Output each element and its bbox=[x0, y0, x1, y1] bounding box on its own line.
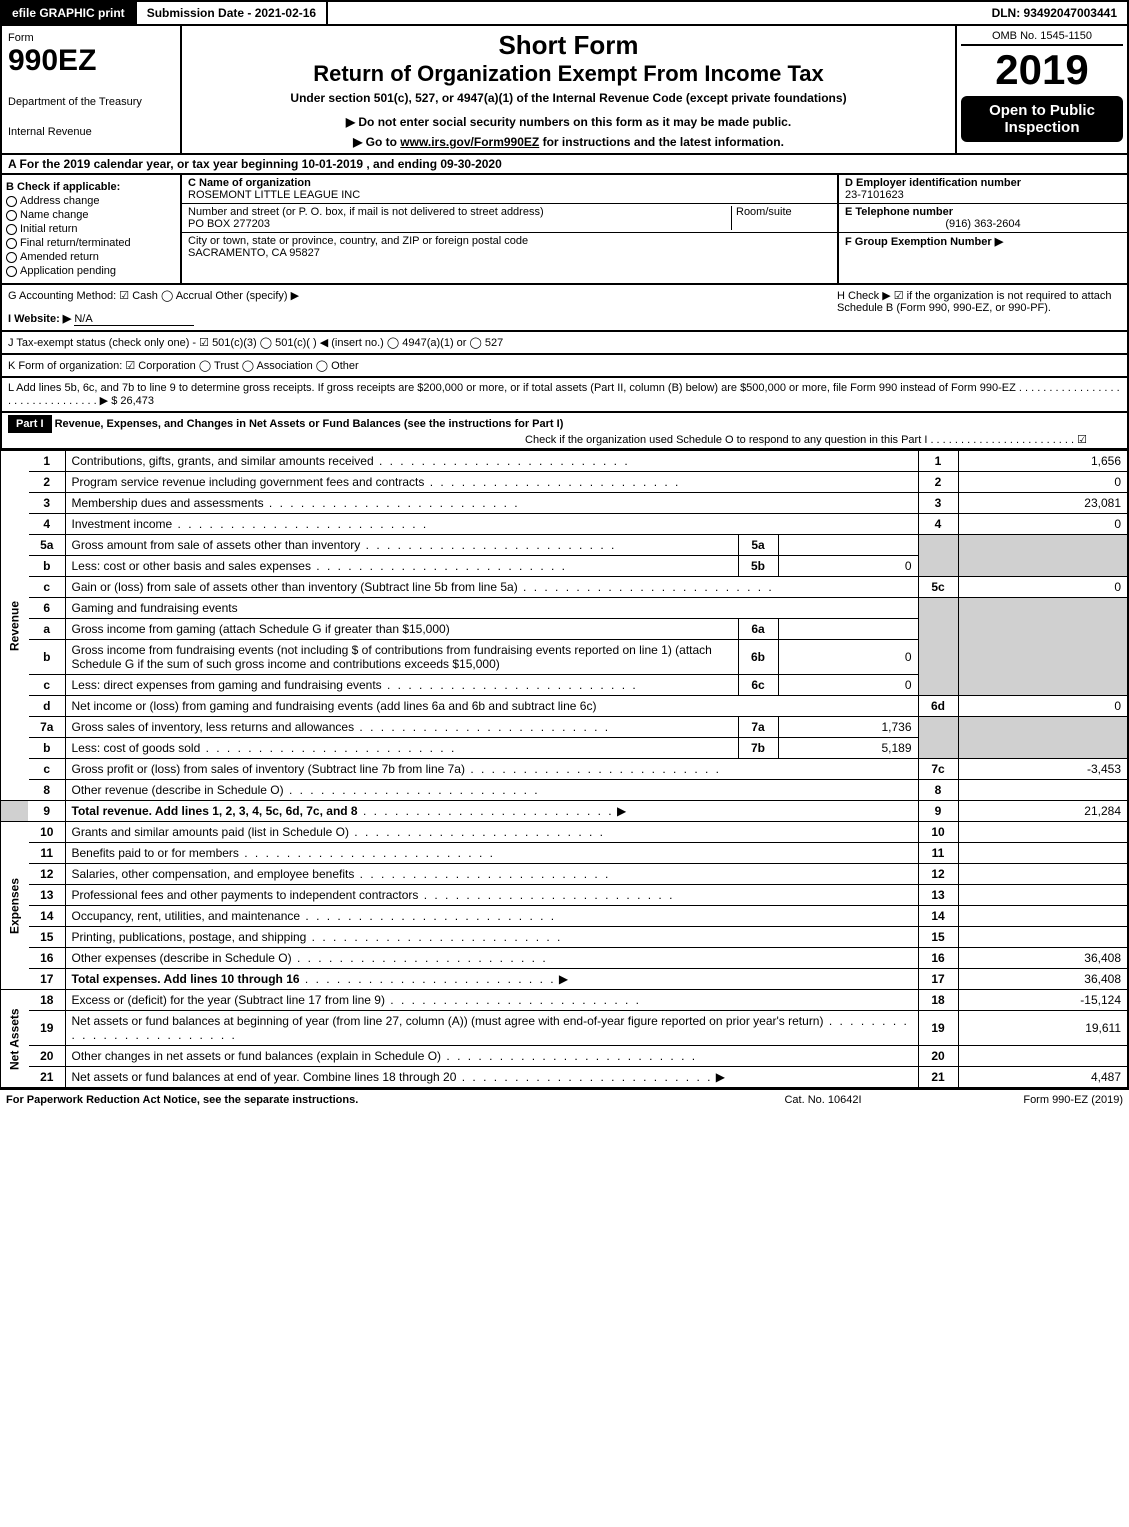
org-name: ROSEMONT LITTLE LEAGUE INC bbox=[188, 189, 360, 201]
group-exemption-label: F Group Exemption Number ▶ bbox=[845, 236, 1003, 248]
donot-ssn: ▶ Do not enter social security numbers o… bbox=[186, 115, 951, 129]
line-2: 2 Program service revenue including gove… bbox=[1, 472, 1128, 493]
header-left: Form 990EZ Department of the Treasury In… bbox=[2, 26, 182, 153]
line-14: 14Occupancy, rent, utilities, and mainte… bbox=[1, 906, 1128, 927]
top-bar: efile GRAPHIC print Submission Date - 20… bbox=[0, 0, 1129, 26]
line-7a: 7a Gross sales of inventory, less return… bbox=[1, 717, 1128, 738]
phone-value: (916) 363-2604 bbox=[845, 218, 1121, 230]
goto-post: for instructions and the latest informat… bbox=[539, 135, 784, 149]
line-6d: d Net income or (loss) from gaming and f… bbox=[1, 696, 1128, 717]
part1-title: Revenue, Expenses, and Changes in Net As… bbox=[55, 418, 564, 430]
line-12: 12Salaries, other compensation, and empl… bbox=[1, 864, 1128, 885]
section-c: C Name of organization ROSEMONT LITTLE L… bbox=[182, 175, 837, 283]
tax-year: 2019 bbox=[961, 46, 1123, 94]
line-6: 6 Gaming and fundraising events bbox=[1, 598, 1128, 619]
section-b-title: B Check if applicable: bbox=[6, 181, 176, 193]
website-label: I Website: ▶ bbox=[8, 313, 71, 325]
form-word: Form bbox=[8, 32, 174, 44]
section-g: G Accounting Method: ☑ Cash ◯ Accrual Ot… bbox=[8, 289, 831, 302]
sidebar-revenue: Revenue bbox=[1, 451, 29, 801]
line-11: 11Benefits paid to or for members11 bbox=[1, 843, 1128, 864]
part1-header-row: Part I Revenue, Expenses, and Changes in… bbox=[0, 413, 1129, 450]
city-label: City or town, state or province, country… bbox=[188, 235, 528, 247]
ein-value: 23-7101623 bbox=[845, 189, 904, 201]
efile-button[interactable]: efile GRAPHIC print bbox=[2, 2, 137, 24]
section-i: I Website: ▶ N/A bbox=[8, 312, 831, 326]
header-mid: Short Form Return of Organization Exempt… bbox=[182, 26, 957, 153]
paperwork-notice: For Paperwork Reduction Act Notice, see … bbox=[6, 1094, 723, 1106]
line-13: 13Professional fees and other payments t… bbox=[1, 885, 1128, 906]
city-value: SACRAMENTO, CA 95827 bbox=[188, 247, 320, 259]
sidebar-net-assets: Net Assets bbox=[1, 990, 29, 1088]
line-21: 21Net assets or fund balances at end of … bbox=[1, 1067, 1128, 1088]
line-5c: c Gain or (loss) from sale of assets oth… bbox=[1, 577, 1128, 598]
phone-label: E Telephone number bbox=[845, 206, 953, 218]
dept-treasury: Department of the Treasury bbox=[8, 96, 174, 108]
under-section: Under section 501(c), 527, or 4947(a)(1)… bbox=[186, 91, 951, 105]
address-row: Number and street (or P. O. box, if mail… bbox=[182, 204, 837, 233]
line-4: 4 Investment income 4 0 bbox=[1, 514, 1128, 535]
goto-pre: ▶ Go to bbox=[353, 135, 400, 149]
city-row: City or town, state or province, country… bbox=[182, 233, 837, 261]
chk-name-change[interactable]: Name change bbox=[6, 209, 176, 221]
section-j: J Tax-exempt status (check only one) - ☑… bbox=[0, 332, 1129, 355]
lines-table: Revenue 1 Contributions, gifts, grants, … bbox=[0, 450, 1129, 1088]
section-k: K Form of organization: ☑ Corporation ◯ … bbox=[0, 355, 1129, 378]
spacer bbox=[328, 2, 981, 24]
org-name-row: C Name of organization ROSEMONT LITTLE L… bbox=[182, 175, 837, 204]
short-form-title: Short Form bbox=[186, 30, 951, 61]
dln-label: DLN: 93492047003441 bbox=[982, 2, 1127, 24]
sidebar-expenses: Expenses bbox=[1, 822, 29, 990]
section-l: L Add lines 5b, 6c, and 7b to line 9 to … bbox=[0, 378, 1129, 413]
omb-number: OMB No. 1545-1150 bbox=[961, 30, 1123, 46]
section-b: B Check if applicable: Address change Na… bbox=[2, 175, 182, 283]
chk-amended-return[interactable]: Amended return bbox=[6, 251, 176, 263]
form-header: Form 990EZ Department of the Treasury In… bbox=[0, 26, 1129, 155]
section-def: D Employer identification number 23-7101… bbox=[837, 175, 1127, 283]
goto-link[interactable]: www.irs.gov/Form990EZ bbox=[400, 135, 539, 149]
identification-block: B Check if applicable: Address change Na… bbox=[0, 175, 1129, 285]
submission-date: Submission Date - 2021-02-16 bbox=[137, 2, 328, 24]
line-1: Revenue 1 Contributions, gifts, grants, … bbox=[1, 451, 1128, 472]
open-public-inspection: Open to Public Inspection bbox=[961, 96, 1123, 142]
line-5a: 5a Gross amount from sale of assets othe… bbox=[1, 535, 1128, 556]
goto-instructions: ▶ Go to www.irs.gov/Form990EZ for instru… bbox=[186, 135, 951, 149]
form-ref: Form 990-EZ (2019) bbox=[923, 1094, 1123, 1106]
section-gh: G Accounting Method: ☑ Cash ◯ Accrual Ot… bbox=[0, 285, 1129, 332]
line-9: 9 Total revenue. Add lines 1, 2, 3, 4, 5… bbox=[1, 801, 1128, 822]
line-15: 15Printing, publications, postage, and s… bbox=[1, 927, 1128, 948]
line-3: 3 Membership dues and assessments 3 23,0… bbox=[1, 493, 1128, 514]
section-d: D Employer identification number 23-7101… bbox=[839, 175, 1127, 204]
section-h: H Check ▶ ☑ if the organization is not r… bbox=[831, 289, 1121, 326]
part1-check-o: Check if the organization used Schedule … bbox=[8, 433, 1127, 446]
chk-initial-return[interactable]: Initial return bbox=[6, 223, 176, 235]
website-value: N/A bbox=[74, 313, 194, 326]
line-10: Expenses 10 Grants and similar amounts p… bbox=[1, 822, 1128, 843]
header-right: OMB No. 1545-1150 2019 Open to Public In… bbox=[957, 26, 1127, 153]
cat-no: Cat. No. 10642I bbox=[723, 1094, 923, 1106]
line-16: 16Other expenses (describe in Schedule O… bbox=[1, 948, 1128, 969]
chk-application-pending[interactable]: Application pending bbox=[6, 265, 176, 277]
line-20: 20Other changes in net assets or fund ba… bbox=[1, 1046, 1128, 1067]
chk-final-return[interactable]: Final return/terminated bbox=[6, 237, 176, 249]
line-19: 19Net assets or fund balances at beginni… bbox=[1, 1011, 1128, 1046]
section-f: F Group Exemption Number ▶ bbox=[839, 233, 1127, 250]
org-name-label: C Name of organization bbox=[188, 177, 311, 189]
chk-address-change[interactable]: Address change bbox=[6, 195, 176, 207]
ein-label: D Employer identification number bbox=[845, 177, 1021, 189]
return-title: Return of Organization Exempt From Incom… bbox=[186, 61, 951, 87]
address-label: Number and street (or P. O. box, if mail… bbox=[188, 206, 544, 218]
line-17: 17Total expenses. Add lines 10 through 1… bbox=[1, 969, 1128, 990]
room-suite-label: Room/suite bbox=[731, 206, 831, 230]
form-number: 990EZ bbox=[8, 44, 174, 78]
address-value: PO BOX 277203 bbox=[188, 218, 270, 230]
section-a-tax-year: A For the 2019 calendar year, or tax yea… bbox=[0, 155, 1129, 175]
part1-label: Part I bbox=[8, 415, 52, 433]
line-8: 8 Other revenue (describe in Schedule O)… bbox=[1, 780, 1128, 801]
irs-label: Internal Revenue bbox=[8, 126, 174, 138]
section-e: E Telephone number (916) 363-2604 bbox=[839, 204, 1127, 233]
page-footer: For Paperwork Reduction Act Notice, see … bbox=[0, 1088, 1129, 1110]
line-18: Net Assets 18Excess or (deficit) for the… bbox=[1, 990, 1128, 1011]
line-7c: c Gross profit or (loss) from sales of i… bbox=[1, 759, 1128, 780]
